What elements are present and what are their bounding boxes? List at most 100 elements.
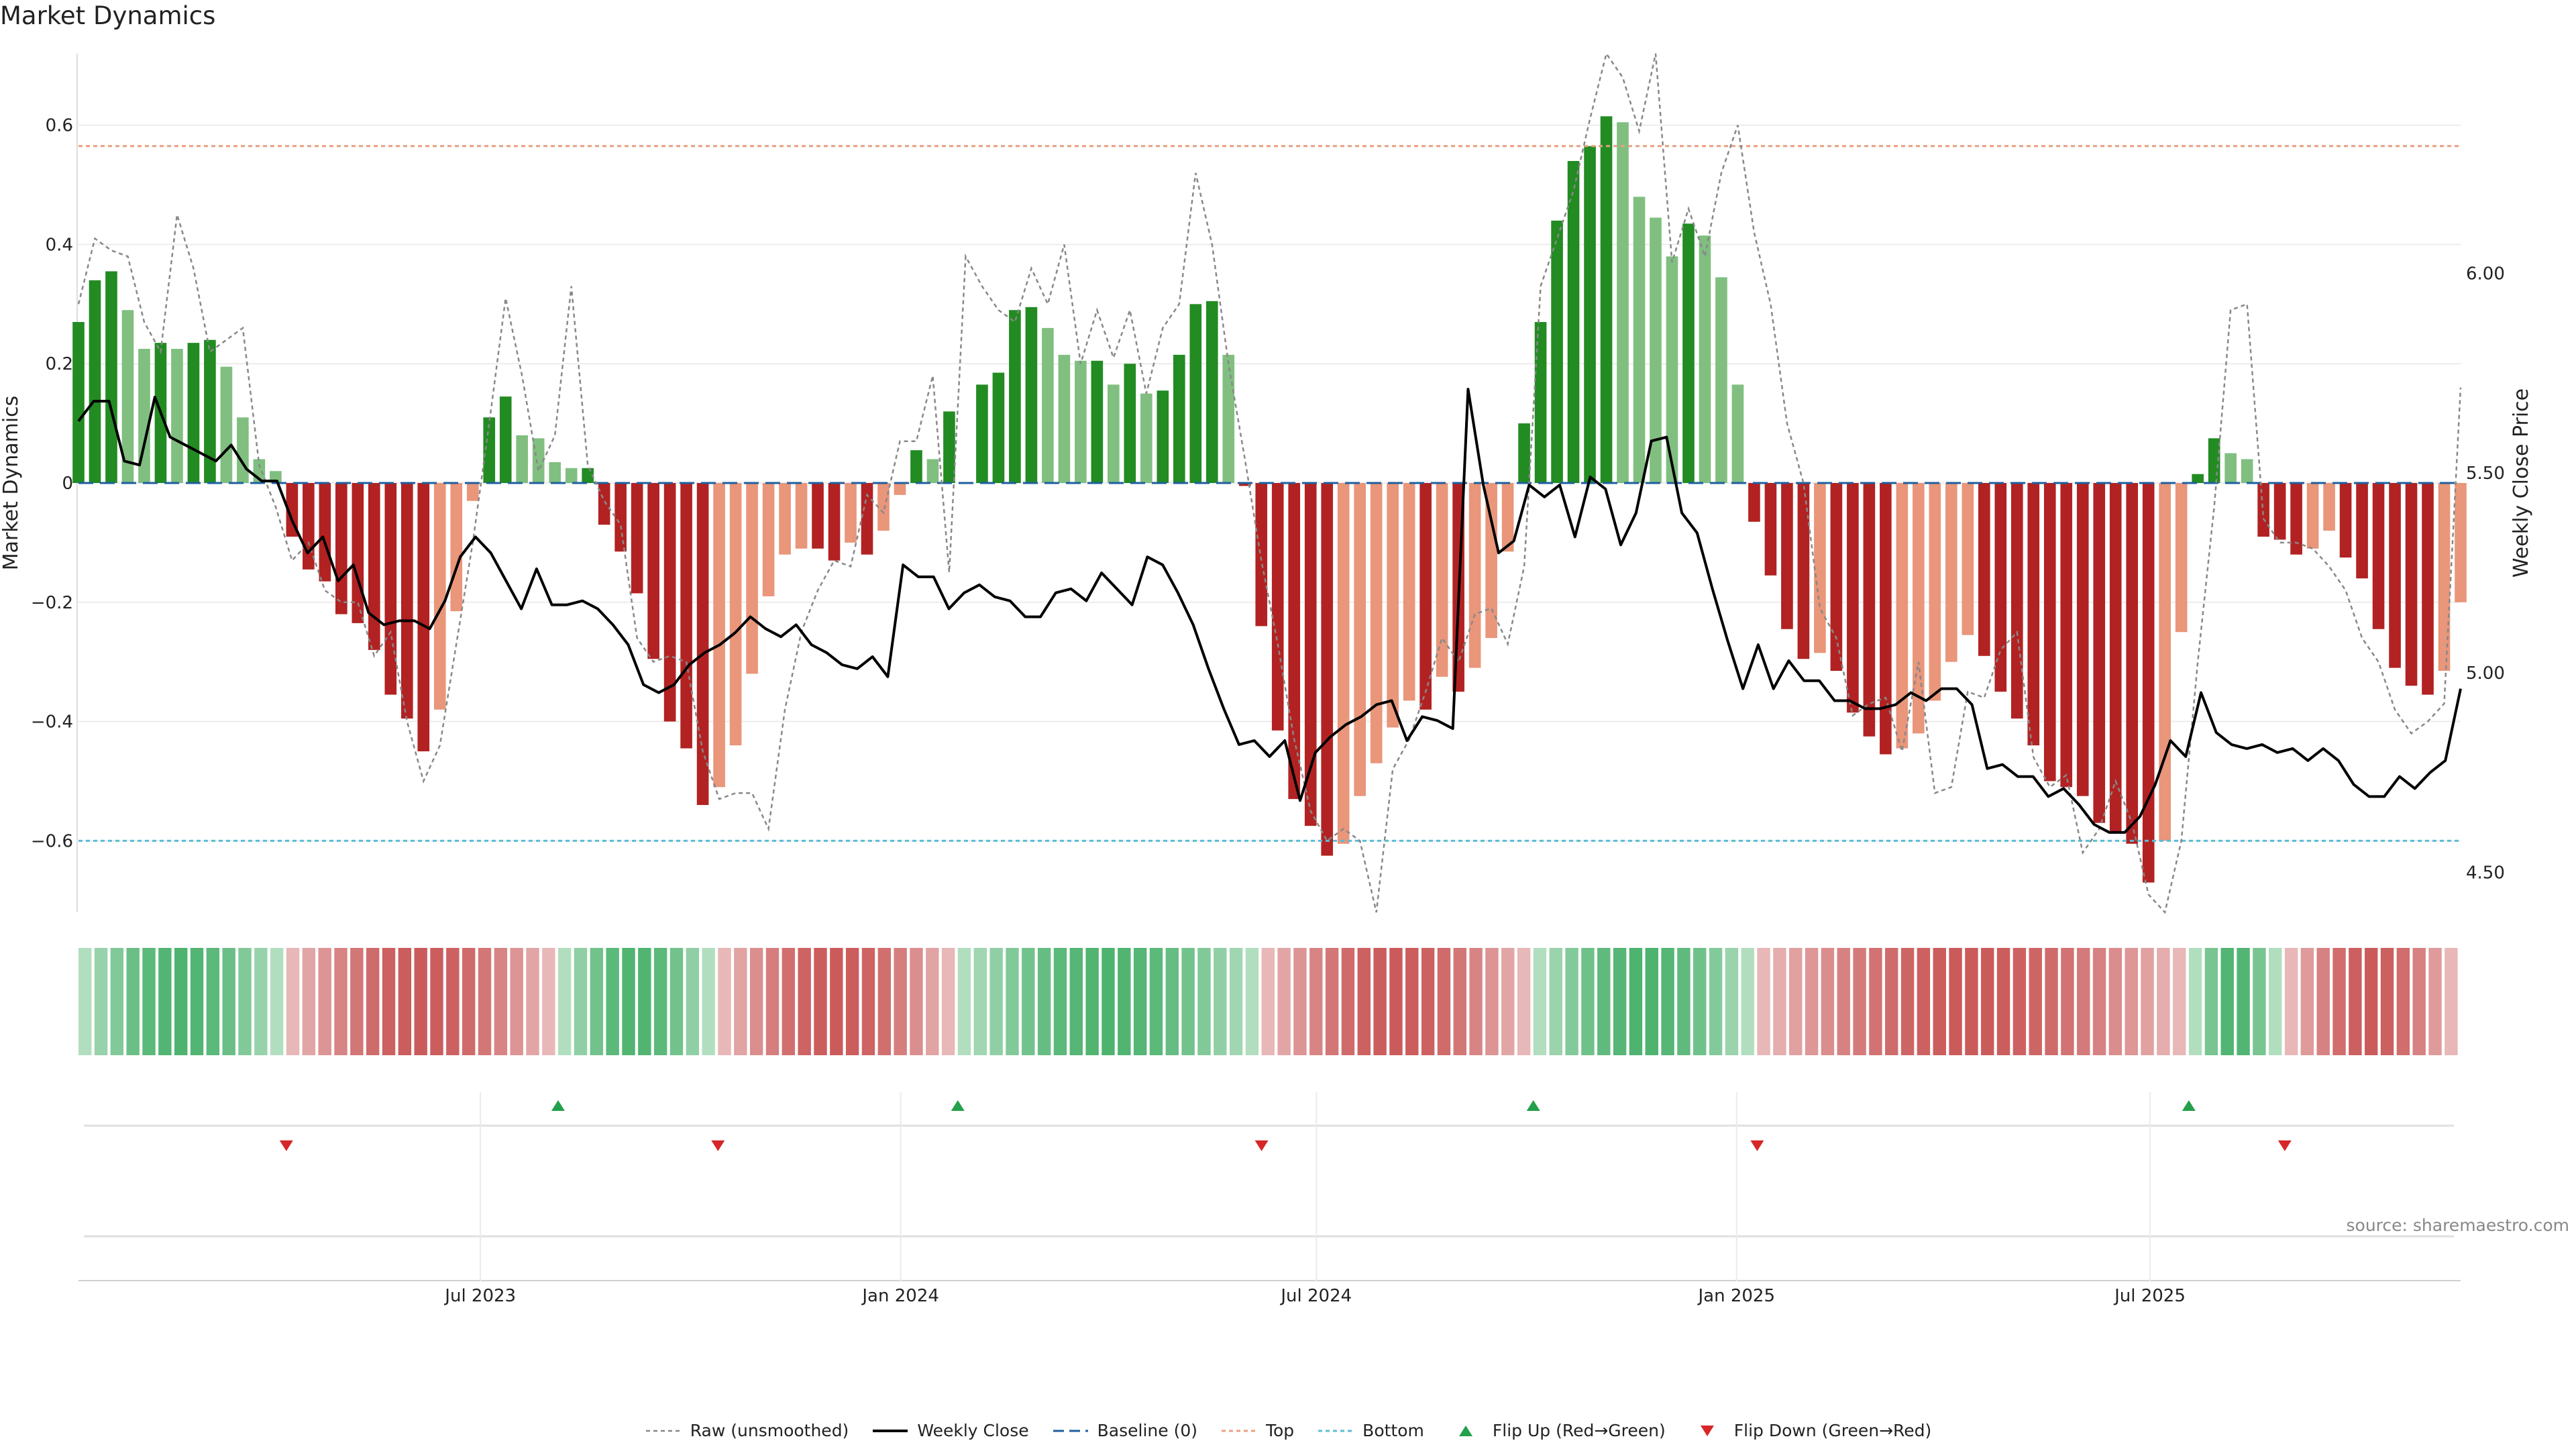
bar-positive — [1715, 277, 1727, 483]
bar-negative — [812, 483, 824, 549]
bar-negative — [466, 483, 479, 501]
legend-label-bottom: Bottom — [1362, 1421, 1424, 1440]
bar-negative — [2422, 483, 2434, 695]
bar-negative — [762, 483, 775, 596]
legend-swatch-raw — [645, 1430, 681, 1432]
bar-negative — [663, 483, 676, 722]
bar-positive — [138, 349, 150, 483]
bar-negative — [1321, 483, 1334, 856]
bar-negative — [680, 483, 692, 749]
chart-title: Market Dynamics — [0, 1, 216, 30]
bar-negative — [1419, 483, 1432, 710]
bar-negative — [2175, 483, 2188, 633]
regime-cell — [1085, 948, 1099, 1055]
flip-down-marker — [2277, 1140, 2292, 1151]
bar-negative — [450, 483, 463, 612]
regime-cell — [830, 948, 843, 1055]
regime-cell — [910, 948, 923, 1055]
bar-positive — [204, 339, 216, 483]
regime-cell — [1853, 948, 1866, 1055]
bar-positive — [1518, 423, 1530, 483]
regime-cell — [1469, 948, 1483, 1055]
regime-cell — [2316, 948, 2330, 1055]
regime-cell — [1325, 948, 1339, 1055]
bar-negative — [2060, 483, 2073, 788]
regime-cell — [782, 948, 796, 1055]
bar-negative — [795, 483, 808, 549]
x-tick-label: Jul 2024 — [1279, 1286, 1352, 1306]
bar-negative — [2257, 483, 2269, 537]
regime-cell — [1693, 948, 1707, 1055]
bar-negative — [1370, 483, 1383, 763]
x-tick-label: Jul 2023 — [443, 1286, 516, 1306]
bar-positive — [1189, 304, 1202, 483]
bar-negative — [319, 483, 331, 582]
legend-item-baseline: Baseline (0) — [1052, 1421, 1197, 1440]
bar-positive — [499, 396, 512, 483]
bar-negative — [400, 483, 413, 719]
y2-tick-label: 5.50 — [2466, 464, 2505, 484]
regime-cell — [1741, 948, 1754, 1055]
bar-negative — [2455, 483, 2467, 602]
regime-cell — [1917, 948, 1931, 1055]
bar-negative — [746, 483, 758, 674]
regime-cell — [1949, 948, 1962, 1055]
bar-positive — [976, 384, 988, 483]
bar-negative — [647, 483, 659, 659]
flip-up-marker — [951, 1100, 965, 1111]
regime-cell — [1133, 948, 1147, 1055]
bar-negative — [2372, 483, 2385, 629]
bar-positive — [1025, 307, 1038, 483]
regime-cell — [286, 948, 300, 1055]
regime-cell — [2092, 948, 2106, 1055]
bar-negative — [2273, 483, 2286, 540]
y-tick-label: −0.4 — [31, 712, 73, 733]
regime-strip — [78, 948, 2458, 1055]
regime-cell — [1037, 948, 1051, 1055]
bar-positive — [89, 280, 101, 483]
regime-cell — [941, 948, 955, 1055]
legend-item-top: Top — [1220, 1421, 1294, 1440]
bar-positive — [1699, 235, 1711, 483]
bar-negative — [828, 483, 841, 561]
regime-cell — [1214, 948, 1227, 1055]
bar-negative — [598, 483, 610, 525]
regime-cell — [1485, 948, 1499, 1055]
bar-negative — [1288, 483, 1301, 800]
flip-down-marker — [279, 1140, 293, 1151]
regime-cell — [1261, 948, 1275, 1055]
bar-negative — [1403, 483, 1415, 701]
bar-positive — [1551, 220, 1563, 483]
regime-cell — [2428, 948, 2442, 1055]
bar-positive — [1173, 354, 1185, 483]
regime-cell — [2365, 948, 2378, 1055]
bar-negative — [631, 483, 643, 594]
regime-cell — [446, 948, 460, 1055]
regime-cell — [2125, 948, 2138, 1055]
legend-swatch-bottom — [1318, 1430, 1354, 1432]
regime-cell — [398, 948, 412, 1055]
bar-negative — [1781, 483, 1793, 629]
bar-negative — [2126, 483, 2139, 844]
bar-positive — [1108, 384, 1120, 483]
bar-negative — [729, 483, 742, 746]
regime-cell — [462, 948, 476, 1055]
regime-cell — [2157, 948, 2170, 1055]
bar-negative — [433, 483, 446, 710]
source-credit: source: sharemaestro.com — [2346, 1216, 2570, 1235]
y-tick-label: −0.2 — [31, 593, 73, 613]
bar-negative — [2306, 483, 2319, 549]
regime-cell — [1245, 948, 1259, 1055]
regime-cell — [749, 948, 763, 1055]
regime-cell — [1373, 948, 1387, 1055]
bar-negative — [417, 483, 430, 751]
bar-negative — [2093, 483, 2106, 823]
regime-cell — [686, 948, 700, 1055]
y-tick-label: 0.4 — [46, 235, 73, 255]
regime-cell — [894, 948, 907, 1055]
regime-cell — [1389, 948, 1403, 1055]
regime-cell — [494, 948, 508, 1055]
flip-down-marker — [711, 1140, 725, 1151]
regime-cell — [973, 948, 987, 1055]
bar-positive — [105, 271, 117, 483]
